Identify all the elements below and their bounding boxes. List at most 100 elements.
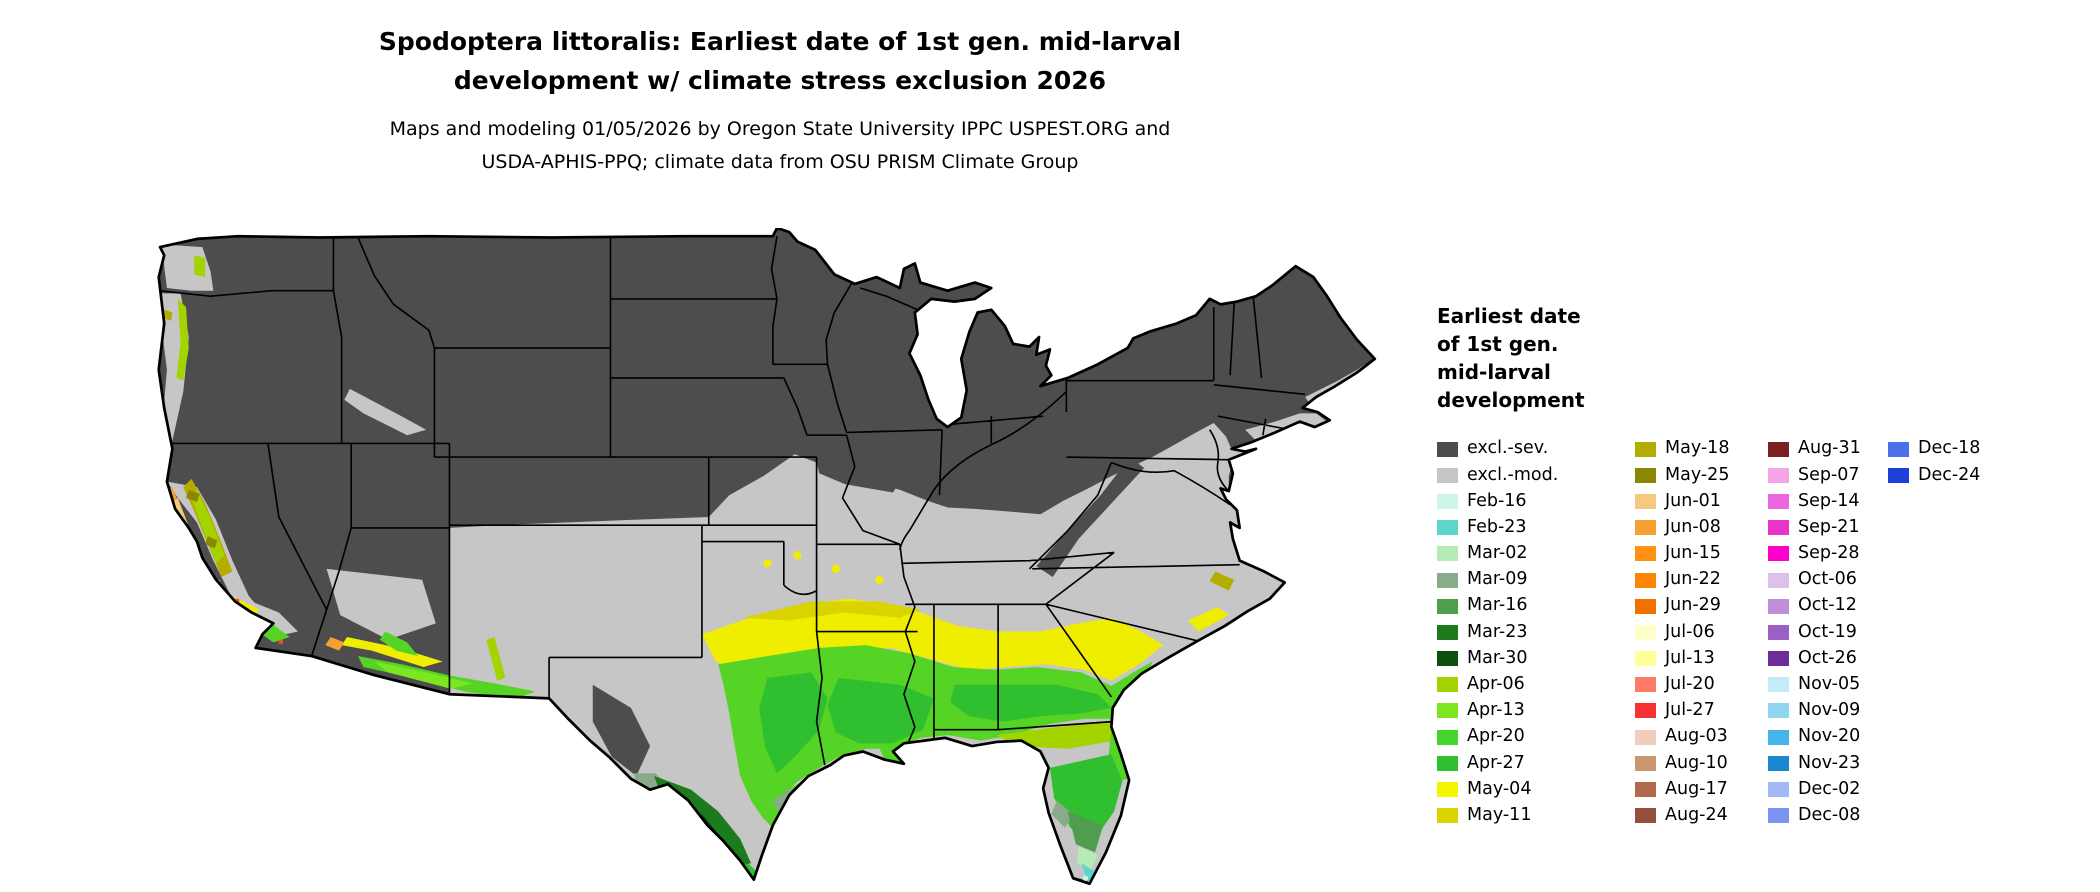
figure-subtitle-line1: Maps and modeling 01/05/2026 by Oregon S… xyxy=(389,118,1171,140)
legend-label: Feb-23 xyxy=(1467,516,1527,537)
legend-swatch xyxy=(1635,546,1656,562)
map-fill-layers xyxy=(158,228,1375,884)
map-region-excluded-severe-overlays xyxy=(592,459,1145,777)
legend-entry: Apr-06 xyxy=(1437,672,1635,698)
legend-label: Jun-08 xyxy=(1665,516,1721,537)
legend-swatch xyxy=(1768,808,1789,824)
legend-entry: May-11 xyxy=(1437,803,1635,829)
legend-swatch xyxy=(1437,467,1458,483)
legend-swatch xyxy=(1635,441,1656,457)
legend-swatch xyxy=(1635,572,1656,588)
legend-entry: Jun-15 xyxy=(1635,541,1768,567)
legend-label: Jun-15 xyxy=(1665,543,1721,564)
legend-entry: excl.-sev. xyxy=(1437,436,1635,462)
legend-entry: Jul-27 xyxy=(1635,698,1768,724)
legend-entry: Jul-20 xyxy=(1635,672,1768,698)
legend-entry: Jun-08 xyxy=(1635,515,1768,541)
legend-label: Apr-13 xyxy=(1467,700,1525,721)
legend-swatch xyxy=(1888,441,1909,457)
map-region-speckles xyxy=(763,551,884,584)
legend-label: Apr-20 xyxy=(1467,726,1525,747)
legend-swatch xyxy=(1768,467,1789,483)
legend-entry: Sep-14 xyxy=(1768,488,1888,514)
legend-entry: Mar-30 xyxy=(1437,646,1635,672)
legend-swatch xyxy=(1768,729,1789,745)
legend-entry: Jul-06 xyxy=(1635,619,1768,645)
legend-entry: Mar-23 xyxy=(1437,619,1635,645)
legend-entry: Apr-27 xyxy=(1437,750,1635,776)
legend-entry: Dec-02 xyxy=(1768,776,1888,802)
legend-swatch xyxy=(1437,546,1458,562)
legend-entry: Mar-02 xyxy=(1437,541,1635,567)
legend-label: Mar-02 xyxy=(1467,543,1528,564)
legend-swatch xyxy=(1768,598,1789,614)
legend-entry: Apr-13 xyxy=(1437,698,1635,724)
legend-column-3: Aug-31 Sep-07 Sep-14 Sep-21 Sep-28 Oct-06 Oct-… xyxy=(1768,436,1888,829)
legend-swatch xyxy=(1437,441,1458,457)
legend-label: Feb-16 xyxy=(1467,490,1527,511)
legend-entry: excl.-mod. xyxy=(1437,462,1635,488)
legend-entry: May-25 xyxy=(1635,462,1768,488)
legend-label: Aug-17 xyxy=(1665,778,1728,799)
legend-entry: Dec-18 xyxy=(1888,436,1998,462)
legend-column-4: Dec-18 Dec-24 xyxy=(1888,436,1998,829)
legend-label: Dec-02 xyxy=(1798,778,1861,799)
legend-swatch xyxy=(1768,493,1789,509)
legend-label: Sep-21 xyxy=(1798,516,1860,537)
legend-label: May-18 xyxy=(1665,438,1730,459)
legend-entry: Aug-10 xyxy=(1635,750,1768,776)
legend-label: Mar-09 xyxy=(1467,569,1528,590)
figure-title-line1: Spodoptera littoralis: Earliest date of … xyxy=(378,27,1182,56)
legend-swatch xyxy=(1635,677,1656,693)
figure-title-line2: development w/ climate stress exclusion … xyxy=(453,66,1107,95)
legend-label: Jul-13 xyxy=(1665,647,1715,668)
legend-entry: Oct-26 xyxy=(1768,646,1888,672)
map-region-pacific-northwest xyxy=(162,255,206,381)
map-region-southwest xyxy=(325,631,536,700)
us-map-svg xyxy=(157,228,1377,886)
legend-title-line2: of 1st gen. xyxy=(1437,332,1559,356)
legend-columns: excl.-sev. excl.-mod. Feb-16 Feb-23 Mar-02 Ma… xyxy=(1437,436,2092,829)
legend-entry: Jun-01 xyxy=(1635,488,1768,514)
legend-label: Oct-19 xyxy=(1798,621,1857,642)
legend-label: Nov-05 xyxy=(1798,674,1861,695)
legend-swatch xyxy=(1635,520,1656,536)
legend-swatch xyxy=(1768,677,1789,693)
legend-entry: Feb-16 xyxy=(1437,488,1635,514)
legend-swatch xyxy=(1768,782,1789,798)
legend-entry: Nov-23 xyxy=(1768,750,1888,776)
legend-label: May-11 xyxy=(1467,804,1532,825)
legend-entry: Mar-16 xyxy=(1437,593,1635,619)
legend-swatch xyxy=(1437,755,1458,771)
legend-swatch xyxy=(1635,598,1656,614)
legend-entry: Aug-17 xyxy=(1635,776,1768,802)
legend-swatch xyxy=(1635,808,1656,824)
legend-swatch xyxy=(1768,703,1789,719)
legend-entry: Dec-08 xyxy=(1768,803,1888,829)
legend-title-line1: Earliest date xyxy=(1437,304,1581,328)
legend-label: Aug-31 xyxy=(1798,438,1861,459)
legend-swatch xyxy=(1635,782,1656,798)
legend-swatch xyxy=(1635,624,1656,640)
legend-label: Dec-08 xyxy=(1798,804,1861,825)
legend-label: Oct-12 xyxy=(1798,595,1857,616)
legend-label: Apr-06 xyxy=(1467,674,1525,695)
legend-swatch xyxy=(1768,755,1789,771)
legend-swatch xyxy=(1888,467,1909,483)
legend-entry: Nov-09 xyxy=(1768,698,1888,724)
legend-label: excl.-sev. xyxy=(1467,438,1549,459)
legend-swatch xyxy=(1768,520,1789,536)
legend-entry: May-04 xyxy=(1437,776,1635,802)
legend-entry: Feb-23 xyxy=(1437,515,1635,541)
legend-swatch xyxy=(1437,808,1458,824)
legend-label: Sep-28 xyxy=(1798,543,1860,564)
legend-entry: Mar-09 xyxy=(1437,567,1635,593)
legend-entry: Aug-03 xyxy=(1635,724,1768,750)
legend-title-line3: mid-larval xyxy=(1437,360,1551,384)
legend-swatch xyxy=(1768,546,1789,562)
legend-swatch xyxy=(1635,755,1656,771)
legend-swatch xyxy=(1437,782,1458,798)
legend-swatch xyxy=(1437,598,1458,614)
